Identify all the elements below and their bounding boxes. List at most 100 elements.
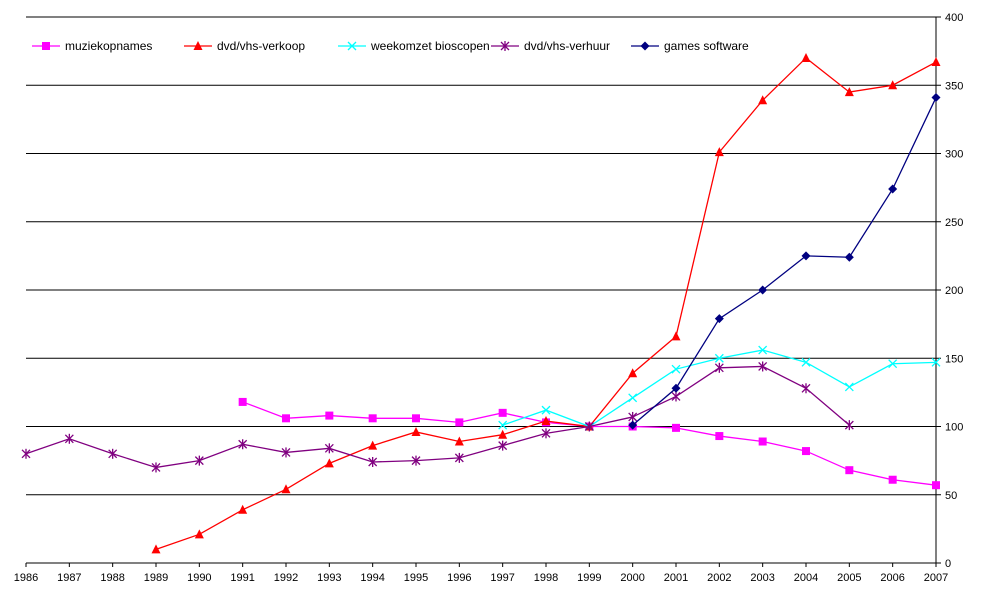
data-point <box>671 391 681 402</box>
data-point <box>151 544 161 554</box>
legend-label: games software <box>664 39 749 53</box>
y-tick-label: 0 <box>945 558 951 570</box>
data-point <box>888 184 898 194</box>
series-games-software <box>628 93 941 430</box>
data-point <box>888 475 897 484</box>
data-point <box>325 411 334 420</box>
data-point <box>324 458 334 468</box>
x-tick-label: 2005 <box>837 572 861 584</box>
data-point <box>758 437 767 446</box>
data-point <box>932 481 940 490</box>
x-tick-label: 1996 <box>447 572 471 584</box>
data-point <box>844 252 854 262</box>
y-axis-tick-labels: 0 50 100 150 200 250 300 350 400 <box>945 12 963 570</box>
y-tick-label: 200 <box>945 285 963 297</box>
data-point <box>238 504 248 514</box>
data-point <box>151 462 161 473</box>
data-point <box>672 423 680 432</box>
data-point <box>931 93 941 103</box>
legend-entry: games software <box>631 39 749 53</box>
y-tick-label: 350 <box>945 80 963 92</box>
data-point <box>193 41 203 50</box>
series-lines <box>21 52 941 554</box>
data-point <box>541 428 551 439</box>
legend: muziekopnames dvd/vhs-verkoop weekomzet bi… <box>32 39 749 53</box>
x-tick-label: 1988 <box>100 572 124 584</box>
x-tick-label: 1986 <box>14 572 38 584</box>
data-point <box>498 429 508 439</box>
series-dvd-vhs-verkoop <box>151 52 941 554</box>
legend-entry: dvd/vhs-verkoop <box>184 39 305 53</box>
y-tick-label: 250 <box>945 217 963 229</box>
data-point <box>801 383 811 394</box>
data-point <box>238 397 247 406</box>
data-point <box>671 364 681 374</box>
data-point <box>498 440 508 451</box>
data-point <box>368 440 378 450</box>
series-line <box>632 97 937 426</box>
grid-lines <box>26 16 936 496</box>
x-tick-label: 1987 <box>57 572 81 584</box>
axes <box>25 16 941 567</box>
legend-label: dvd/vhs-verhuur <box>524 39 610 53</box>
x-tick-label: 2002 <box>707 572 731 584</box>
series-line <box>242 401 937 486</box>
data-point <box>758 95 768 105</box>
x-tick-label: 1990 <box>187 572 211 584</box>
legend-entry: weekomzet bioscopen <box>338 39 490 53</box>
series-line <box>502 349 937 428</box>
data-point <box>324 443 334 454</box>
data-point <box>931 357 941 367</box>
x-tick-label: 1993 <box>317 572 341 584</box>
legend-label: dvd/vhs-verkoop <box>217 39 305 53</box>
x-tick-label: 1994 <box>360 572 384 584</box>
data-point <box>238 439 248 450</box>
x-tick-label: 2006 <box>880 572 904 584</box>
data-point <box>628 411 638 422</box>
x-tick-label: 1999 <box>577 572 601 584</box>
data-point <box>541 416 551 426</box>
data-point <box>758 285 768 295</box>
x-tick-label: 1997 <box>490 572 514 584</box>
series-line <box>155 57 937 550</box>
data-point <box>411 455 421 466</box>
y-tick-label: 100 <box>945 422 963 434</box>
y-tick-label: 300 <box>945 149 963 161</box>
data-point <box>108 448 118 459</box>
x-tick-label: 2000 <box>620 572 644 584</box>
x-tick-label: 2007 <box>924 572 948 584</box>
data-point <box>584 421 594 432</box>
x-tick-label: 1995 <box>404 572 428 584</box>
data-point <box>500 41 510 51</box>
series-muziekopnames <box>238 397 940 490</box>
legend-label: muziekopnames <box>65 39 152 53</box>
data-point <box>194 529 204 539</box>
data-point <box>714 314 724 324</box>
x-tick-label: 1992 <box>274 572 298 584</box>
data-point <box>714 147 724 157</box>
series-line <box>25 365 850 469</box>
x-tick-label: 2001 <box>664 572 688 584</box>
data-point <box>888 359 898 369</box>
x-tick-label: 2003 <box>750 572 774 584</box>
data-point <box>368 456 378 467</box>
data-point <box>455 418 464 427</box>
data-point <box>801 52 811 62</box>
data-point <box>347 41 357 51</box>
data-point <box>844 420 854 431</box>
data-point <box>628 368 638 378</box>
data-point <box>671 383 681 393</box>
legend-entry: muziekopnames <box>32 39 152 53</box>
data-point <box>368 414 377 423</box>
series-weekomzet-bioscopen <box>498 345 941 431</box>
x-tick-label: 1991 <box>230 572 254 584</box>
data-point <box>498 408 507 417</box>
data-point <box>21 448 31 459</box>
x-axis-tick-labels: 1986 1987 1988 1989 1990 1991 1992 1993 1994 1995… <box>14 572 948 584</box>
y-tick-label: 400 <box>945 12 963 24</box>
y-tick-label: 150 <box>945 353 963 365</box>
data-point <box>801 251 811 261</box>
data-point <box>844 87 854 97</box>
data-point <box>64 433 74 444</box>
